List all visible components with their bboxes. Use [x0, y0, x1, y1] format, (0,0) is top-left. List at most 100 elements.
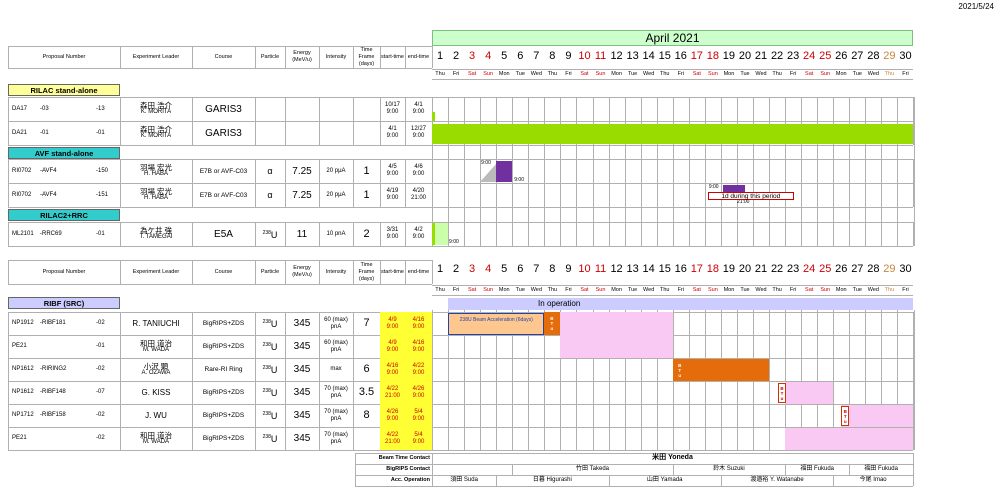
- contact-divider: [608, 475, 610, 486]
- label-avf151-end: 21:00: [736, 199, 750, 205]
- ribf-day-number: 5: [501, 263, 508, 275]
- ribf-row-divider: [8, 335, 9, 358]
- top-row-divider: [405, 183, 406, 207]
- top-day-number: 26: [835, 50, 848, 62]
- top-day-number: 22: [770, 50, 784, 62]
- leader-name-ja: 和田 道治: [139, 338, 173, 348]
- ribf-day-of-week: Tue: [740, 287, 750, 293]
- top-day-number: 17: [690, 50, 703, 62]
- start-clock: 9:00: [386, 234, 399, 240]
- ribf-day-grid-line: [849, 310, 851, 450]
- top-day-of-week: Mon: [723, 71, 735, 77]
- ribf-day-number: 14: [642, 263, 655, 275]
- ribf-intensity: 70 (max) pnA: [324, 408, 348, 422]
- top-row-divider: [913, 159, 914, 183]
- ribf-day-grid-line: [448, 310, 450, 450]
- ribf-day-number: 18: [706, 263, 719, 275]
- top-day-grid-line: [640, 97, 642, 246]
- contact-divider: [355, 453, 356, 486]
- top-header-start: start-time: [381, 53, 404, 60]
- ribf-row-divider: [285, 381, 286, 404]
- top-day-grid-line: [865, 97, 867, 246]
- leader-name-ja: 羽場 宏光: [139, 163, 173, 172]
- top-end-time: 4/6 9:00: [405, 159, 432, 183]
- ribf-header-bottom: [8, 284, 432, 285]
- ribf-proposal-sub: -RIBF148: [40, 389, 66, 395]
- ribf-day-number: 27: [851, 263, 864, 275]
- top-leader: 森田 浩介 K. MORITA: [120, 97, 192, 121]
- top-proposal-num: -01: [96, 230, 105, 237]
- ribf-day-number: 28: [867, 263, 880, 275]
- ribf-day-grid-line: [881, 310, 883, 450]
- top-intensity: 10 pnA: [326, 230, 346, 237]
- ribf-leader: 和田 道治 M. WADA: [120, 427, 192, 450]
- top-end-time: 4/20 21:00: [405, 183, 432, 207]
- bar-np1612-ribf148: [785, 382, 834, 404]
- u-beam-acceleration-box: 238U Beam Acceleration (6days): [448, 313, 545, 335]
- ribf-timeframe: [353, 335, 380, 358]
- ribf-timeframe: 3.5: [358, 386, 375, 398]
- top-day-of-week: Sat: [692, 71, 701, 77]
- bar-avf150: [496, 161, 513, 182]
- ribf-row-divider: [285, 335, 286, 358]
- ribf-intensity: 60 (max) pnA: [324, 316, 348, 330]
- ribf-row-divider: [192, 427, 193, 450]
- ribf-header-divider: [432, 260, 433, 284]
- ribf-day-grid-line: [432, 310, 433, 450]
- top-start-time: 4/1 9:00: [380, 121, 405, 145]
- top-row-divider: [380, 121, 381, 145]
- ribf-day-grid-line: [592, 310, 594, 450]
- ribf-day-grid-line: [640, 310, 642, 450]
- top-row-divider: [120, 159, 121, 183]
- top-end-time: 12/27 9:00: [405, 121, 432, 145]
- end-clock: 9:00: [412, 392, 425, 399]
- top-row-divider: [285, 159, 286, 183]
- top-proposal-num: -13: [96, 105, 105, 112]
- top-day-grid-line: [624, 97, 626, 246]
- top-day-of-week: Sun: [595, 71, 606, 77]
- top-day-grid-line: [512, 97, 514, 246]
- top-timeframe: [353, 97, 380, 121]
- ribf-day-of-week: Sun: [595, 287, 606, 293]
- top-start-time: 4/5 9:00: [380, 159, 405, 183]
- ribf-energy: 345: [293, 410, 311, 421]
- top-row-divider: [405, 222, 406, 246]
- top-proposal-sub: -01: [40, 129, 49, 136]
- ribf-row-line: [8, 450, 913, 451]
- top-row-line: [8, 121, 913, 122]
- top-proposal-sub: -RRC69: [40, 230, 62, 237]
- ribf-proposal-sub: -RIRING2: [40, 366, 67, 372]
- top-day-number: 3: [469, 50, 476, 62]
- ribf-header-divider: [255, 260, 256, 284]
- ribf-day-grid-line: [576, 310, 578, 450]
- start-date: 4/9: [388, 339, 397, 346]
- ribf-day-grid-line: [769, 310, 771, 450]
- top-row-divider: [255, 97, 256, 121]
- btu-letter: B: [843, 408, 847, 414]
- top-day-of-week: Thu: [547, 71, 558, 77]
- ribf-energy: 345: [293, 433, 311, 444]
- contact-line: [355, 464, 913, 465]
- ribf-row-divider: [319, 427, 320, 450]
- label-ml2101-end: 9:00: [449, 239, 459, 245]
- ribf-leader: R. TANIUCHI: [120, 312, 192, 335]
- top-day-grid-line: [753, 97, 754, 246]
- contact-divider: [720, 475, 722, 486]
- ribf-timeframe: [353, 427, 380, 450]
- end-date: 4/22: [412, 362, 425, 369]
- ribf-row-divider: [120, 427, 121, 450]
- bar-da21: [432, 124, 913, 144]
- top-day-of-week: Wed: [643, 71, 655, 77]
- ribf-day-number: 24: [803, 263, 816, 275]
- top-row-divider: [405, 97, 406, 121]
- ribf-day-of-week: Thu: [435, 287, 445, 293]
- ribf-day-of-week: Sat: [580, 287, 589, 293]
- top-timeframe: 1: [363, 164, 370, 177]
- top-day-grid-line: [688, 97, 690, 246]
- ribf-row-divider: [8, 312, 9, 335]
- top-row-divider: [255, 183, 256, 207]
- ribf-particle: 238U: [262, 319, 278, 329]
- top-leader: 羽場 宏光 H. HABA: [120, 159, 192, 183]
- top-header-intensity: Intensity: [325, 53, 347, 60]
- top-row-line: [8, 159, 913, 160]
